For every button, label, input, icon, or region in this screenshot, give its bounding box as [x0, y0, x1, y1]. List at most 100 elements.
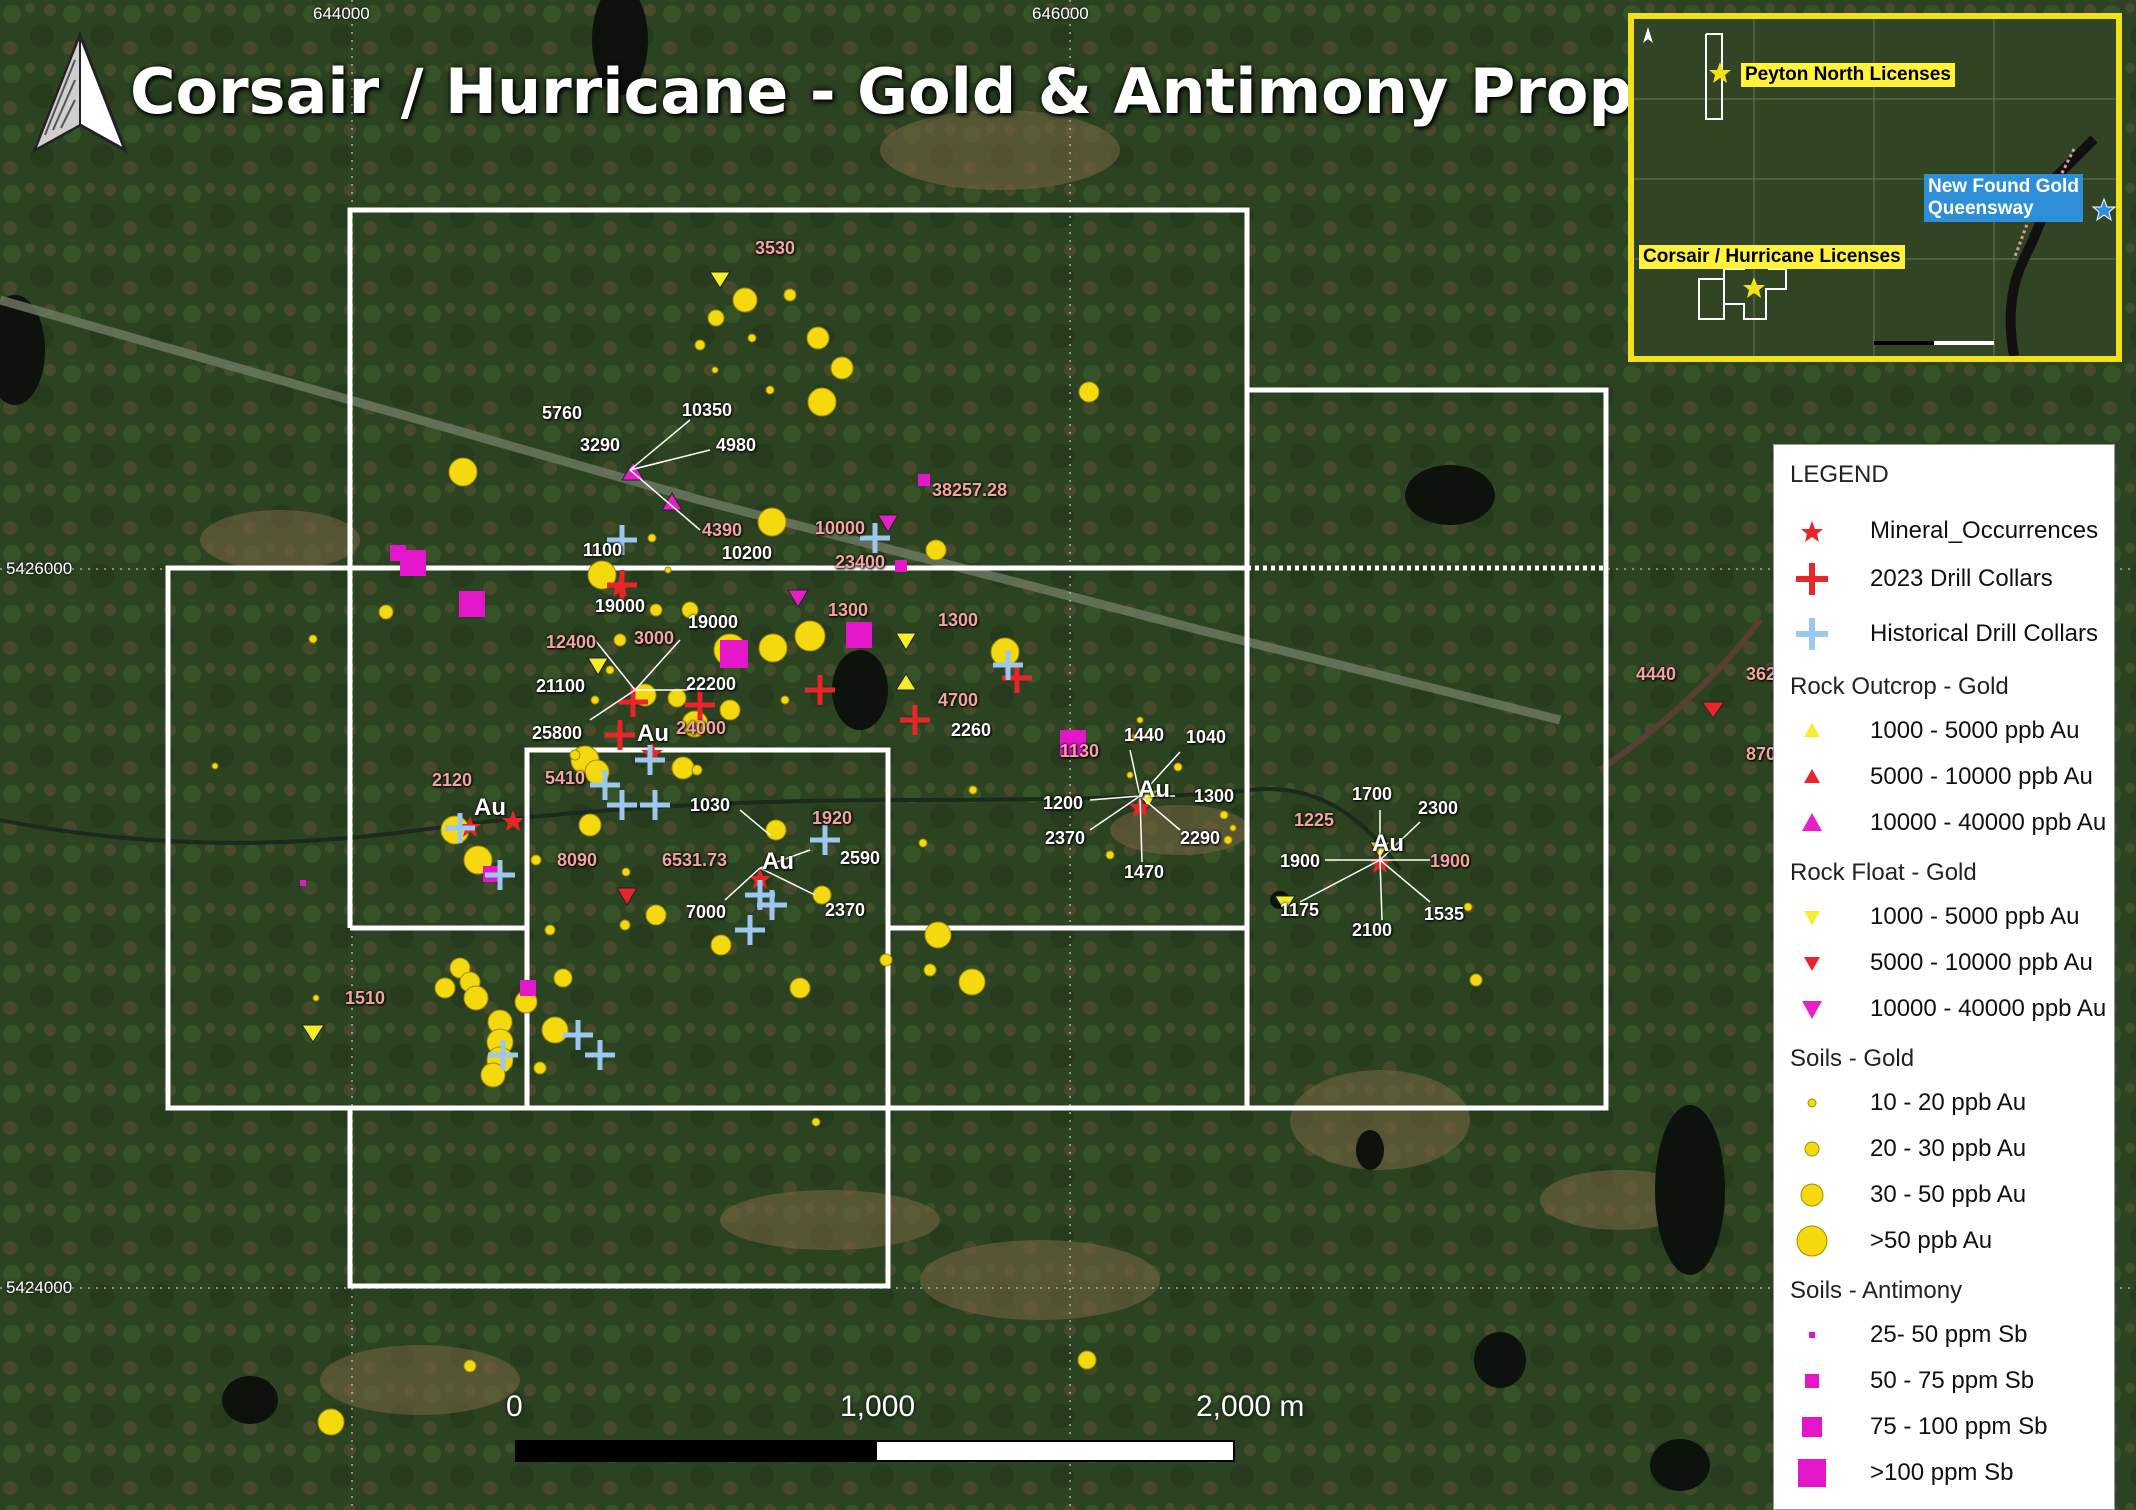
circle-icon	[1807, 1098, 1817, 1108]
cross-icon	[1796, 563, 1828, 595]
legend-item: 1000 - 5000 ppb Au	[1790, 897, 2110, 937]
sample-label: 1225	[1294, 810, 1335, 830]
sample-label: 2370	[825, 900, 866, 920]
sample-label: 1030	[690, 795, 731, 815]
sample-label: 2590	[840, 848, 881, 868]
sample-label: 10350	[682, 400, 733, 420]
sample-label: 25800	[532, 723, 583, 743]
sample-label: 3530	[755, 238, 796, 258]
legend-item: >100 ppm Sb	[1790, 1453, 2110, 1493]
sample-label: 24000	[676, 718, 727, 738]
square-icon	[1805, 1374, 1819, 1388]
legend-item: 10000 - 40000 ppb Au	[1790, 989, 2110, 1029]
square-icon	[1798, 1459, 1826, 1487]
sample-label: 2260	[951, 720, 992, 740]
easting-label: 644000	[313, 4, 370, 23]
sample-label: 10200	[722, 543, 773, 563]
scale-label: 1,000	[840, 1390, 916, 1423]
northing-label: 5426000	[6, 559, 73, 578]
soil-antimony-points	[300, 474, 1086, 996]
legend-heading: Soils - Gold	[1790, 1045, 1915, 1072]
triangle-up-icon	[1804, 723, 1820, 737]
legend-title: LEGEND	[1790, 461, 1889, 488]
license-boundaries	[165, 207, 1609, 1289]
sample-label: 3290	[580, 435, 621, 455]
sample-label: 2370	[1045, 828, 1086, 848]
legend-item: 5000 - 10000 ppb Au	[1790, 943, 2110, 983]
sample-label: 1510	[345, 988, 386, 1008]
scale-bar	[515, 1440, 1235, 1462]
sample-label: 4700	[938, 690, 979, 710]
rock-samples	[301, 271, 1725, 1043]
triangle-up-icon	[1802, 813, 1822, 831]
legend-item: 30 - 50 ppb Au	[1790, 1175, 2110, 1215]
au-occurrence-label: Au	[637, 720, 669, 747]
northing-label: 5424000	[6, 1278, 73, 1297]
scale-label: 2,000 m	[1196, 1390, 1305, 1423]
sample-label: 19000	[595, 596, 646, 616]
sample-label: 1130	[1060, 741, 1100, 761]
sample-label: 1300	[938, 610, 979, 630]
sample-label: 22200	[686, 674, 737, 694]
north-arrow-icon	[32, 30, 128, 154]
legend-item: 50 - 75 ppm Sb	[1790, 1361, 2110, 1401]
legend-item: 5000 - 10000 ppb Au	[1790, 757, 2110, 797]
sample-label: 2120	[432, 770, 473, 790]
sample-label: 3000	[634, 628, 675, 648]
sample-label: 4440	[1636, 664, 1677, 684]
triangle-down-icon	[1804, 957, 1820, 971]
sample-label: 2290	[1180, 828, 1221, 848]
inset-location-map: Peyton North Licenses New Found Gold Quee…	[1628, 13, 2122, 362]
inset-label-newfound: New Found Gold Queensway	[1924, 174, 2083, 222]
triangle-down-icon	[1804, 911, 1820, 925]
sample-label: 19000	[688, 612, 739, 632]
sample-label: 7000	[686, 902, 727, 922]
sample-label: 5760	[542, 403, 583, 423]
sample-label: 8090	[557, 850, 598, 870]
lakes	[0, 0, 1725, 1491]
legend-item: 10 - 20 ppb Au	[1790, 1083, 2110, 1123]
drill-collars-2023	[605, 570, 1032, 750]
sample-label: 12400	[546, 632, 597, 652]
legend-heading: Rock Outcrop - Gold	[1790, 673, 2009, 700]
cross-icon	[1796, 618, 1828, 650]
legend-item: 10000 - 40000 ppb Au	[1790, 803, 2110, 843]
au-occurrence-label: Au	[1138, 776, 1170, 803]
legend-item-2023-drill: 2023 Drill Collars	[1790, 559, 2110, 599]
au-occurrence-label: Au	[762, 848, 794, 875]
sample-label: 10000	[815, 518, 866, 538]
au-occurrence-label: Au	[1372, 830, 1404, 857]
sample-label: 38257.28	[932, 480, 1008, 500]
sample-label: 870	[1746, 744, 1777, 764]
sample-label: 6531.73	[662, 850, 728, 870]
sample-label: 2300	[1418, 798, 1459, 818]
sample-label: 4390	[702, 520, 743, 540]
sample-label: 1100	[583, 540, 623, 560]
star-icon	[1801, 521, 1823, 542]
sample-label: 21100	[536, 676, 586, 696]
legend-item: >50 ppb Au	[1790, 1221, 2110, 1261]
circle-icon	[1796, 1225, 1828, 1257]
sample-label: 1200	[1043, 793, 1084, 813]
sample-label: 1300	[1194, 786, 1235, 806]
sample-label: 1920	[812, 808, 853, 828]
square-icon	[1809, 1332, 1815, 1338]
wetland-patches	[200, 110, 1700, 1415]
legend-item: 75 - 100 ppm Sb	[1790, 1407, 2110, 1447]
sample-label: 362	[1746, 664, 1777, 684]
historical-drill-collars	[445, 523, 1023, 1070]
square-icon	[1802, 1417, 1822, 1437]
sample-label: 1900	[1280, 851, 1321, 871]
sample-label: 1900	[1430, 851, 1471, 871]
legend-heading: Soils - Antimony	[1790, 1277, 1963, 1304]
circle-icon	[1800, 1183, 1824, 1207]
sample-label: 1440	[1124, 725, 1165, 745]
triangle-up-icon	[1804, 769, 1820, 783]
legend-item-mineral-occurrences: Mineral_Occurrences	[1790, 511, 2110, 551]
inset-label-peyton: Peyton North Licenses	[1741, 63, 1955, 87]
easting-label: 646000	[1032, 4, 1089, 23]
sample-label: 1300	[828, 600, 869, 620]
sample-label: 23400	[835, 552, 886, 572]
au-occurrence-label: Au	[474, 794, 506, 821]
label-leaders	[589, 419, 1431, 921]
